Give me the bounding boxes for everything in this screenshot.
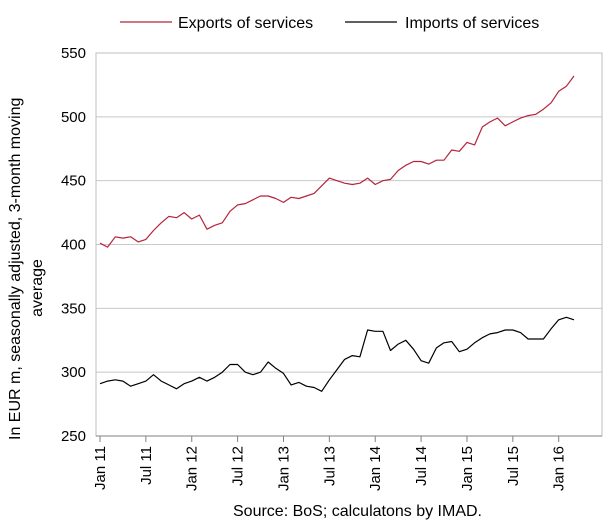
x-tick-label: Jan 11 [92, 446, 109, 490]
x-tick-label: Jan 16 [551, 446, 568, 491]
gridlines [96, 52, 602, 373]
x-tick-label: Jul 12 [230, 446, 247, 486]
series-lines [99, 75, 575, 392]
legend-label-imports: Imports of services [405, 15, 539, 32]
x-tick-label: Jan 14 [367, 446, 384, 491]
axes [95, 52, 603, 437]
y-tick-labels: 250 300 350 400 450 500 550 [61, 45, 86, 445]
y-axis-label-line-2: average [29, 259, 46, 317]
y-tick-label: 550 [61, 45, 86, 62]
x-tick-label: Jan 15 [459, 446, 476, 491]
legend: Exports of services Imports of services [120, 15, 539, 32]
y-tick-label: 250 [61, 428, 86, 445]
x-tick-label: Jan 13 [275, 446, 292, 491]
y-tick-label: 450 [61, 173, 86, 190]
exports-series-line [99, 75, 575, 248]
x-tick-label: Jan 12 [184, 446, 201, 491]
x-tick-label: Jul 11 [138, 446, 155, 485]
x-tick-label: Jul 13 [321, 446, 338, 486]
imports-series-line [99, 316, 575, 392]
x-tick-label: Jul 15 [505, 446, 522, 486]
x-tick-labels: Jan 11 Jul 11 Jan 12 Jul 12 Jan 13 Jul 13 Jan … [92, 436, 568, 491]
y-tick-label: 350 [61, 300, 86, 317]
y-tick-label: 300 [61, 364, 86, 381]
y-tick-label: 500 [61, 109, 86, 126]
y-axis-label-line-1: In EUR m, seasonally adjusted, 3-month m… [7, 98, 24, 440]
source-note: Source: BoS; calculatons by IMAD. [233, 503, 482, 520]
x-tick-label: Jul 14 [413, 446, 430, 486]
y-tick-label: 400 [61, 237, 86, 254]
legend-label-exports: Exports of services [178, 15, 313, 32]
